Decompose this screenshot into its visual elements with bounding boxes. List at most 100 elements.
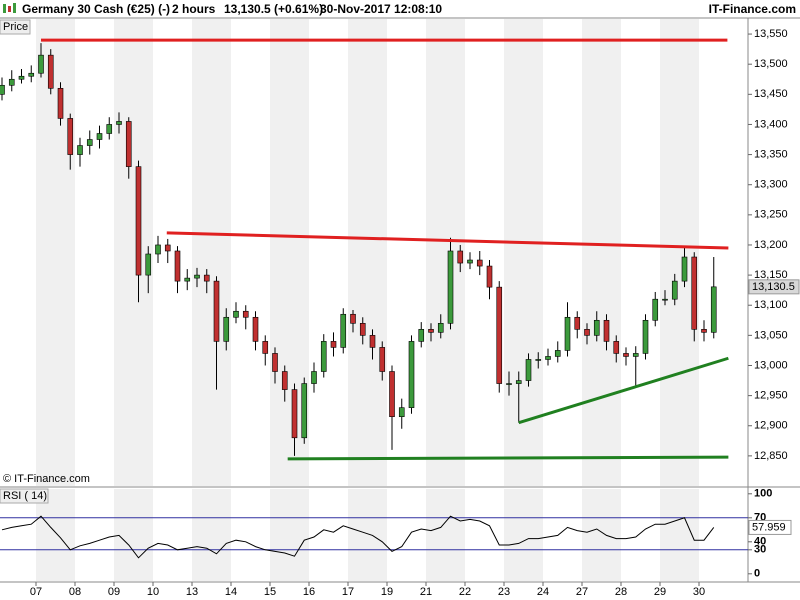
candle-body [47, 54, 54, 89]
timestamp: 30-Nov-2017 12:08:10 [320, 2, 442, 16]
instrument-title: Germany 30 Cash (€25) (-) [22, 2, 170, 16]
candle-body [437, 323, 444, 333]
x-tick-label: 07 [30, 586, 42, 598]
candle-body [428, 329, 434, 333]
interval: 2 hours [172, 2, 216, 16]
candle-body [96, 133, 103, 140]
last-value-box [748, 519, 792, 535]
candle-body [311, 371, 317, 384]
candle-body [515, 380, 522, 384]
candle-body [671, 280, 678, 300]
quote: 13,130.5 (+0.61%) [224, 2, 323, 16]
y-tick-label: 13,400 [754, 118, 788, 130]
y-tick-label: 13,550 [754, 28, 788, 40]
y-tick-label: 0 [754, 568, 760, 580]
x-tick-label: 21 [420, 586, 432, 598]
day-band [114, 19, 153, 486]
rsi-line [1, 515, 715, 559]
candle-body [86, 139, 93, 146]
candle-body [164, 244, 171, 252]
x-tick-label: 19 [381, 586, 393, 598]
icon [13, 3, 16, 13]
panel-label: Price [3, 21, 28, 33]
last-price-box [748, 279, 800, 295]
y-tick-label: 13,100 [754, 299, 788, 311]
candle-body [603, 319, 610, 342]
x-tick-label: 16 [303, 586, 315, 598]
icon [8, 6, 11, 12]
x-tick-label: 24 [537, 586, 549, 598]
candle-body [476, 259, 483, 267]
watermark: © IT-Finance.com [3, 473, 90, 485]
candle-body [496, 286, 503, 384]
candle-body [681, 256, 688, 282]
day-band [660, 489, 699, 581]
candle-body [545, 356, 551, 360]
candle-body [320, 341, 327, 372]
day-band [114, 489, 153, 581]
candle-body [67, 118, 74, 155]
x-tick-label: 10 [147, 586, 159, 598]
candle-body [272, 353, 278, 372]
candle-body [242, 310, 249, 318]
y-tick-label: 13,450 [754, 88, 788, 100]
day-bands [36, 19, 699, 581]
day-band [504, 19, 543, 486]
x-tick-label: 14 [225, 586, 237, 598]
icon [3, 4, 6, 13]
candle-body [174, 250, 181, 282]
candle-body [535, 359, 542, 361]
candle-body [632, 353, 639, 357]
x-tick-label: 27 [576, 586, 588, 598]
candle-body [262, 341, 269, 354]
candle-body [233, 310, 239, 318]
day-band [192, 489, 231, 581]
candle-body [584, 329, 590, 336]
day-band [36, 489, 75, 581]
y-tick-label: 13,150 [754, 269, 788, 281]
x-tick-label: 29 [654, 586, 666, 598]
y-tick-label: 12,850 [754, 450, 788, 462]
candle-body [369, 335, 376, 348]
candle-body [28, 72, 35, 77]
candle-body [106, 124, 113, 134]
candle-body [486, 265, 493, 288]
candle-body [145, 253, 152, 276]
candle-body [710, 286, 717, 333]
y-tick-label: 13,250 [754, 209, 788, 221]
day-band [348, 19, 387, 486]
candle-body [613, 341, 620, 354]
y-tick-label: 13,000 [754, 359, 788, 371]
candle-body [379, 347, 386, 372]
candle-body [408, 341, 415, 408]
candle-body [116, 121, 122, 125]
candle-body [223, 316, 230, 342]
x-tick-label: 23 [498, 586, 510, 598]
candle-body [447, 250, 454, 324]
day-band [36, 19, 75, 486]
x-tick-label: 30 [693, 586, 705, 598]
candle-body [418, 329, 425, 342]
y-tick-label: 13,300 [754, 179, 788, 191]
candle-body [340, 313, 347, 348]
day-band [582, 489, 621, 581]
panel-label: RSI ( 14) [3, 490, 47, 502]
y-tick-label: 12,900 [754, 420, 788, 432]
candle-body [623, 353, 629, 357]
day-band [504, 489, 543, 581]
candle-body [213, 280, 220, 342]
candle-body [525, 359, 532, 381]
x-tick-label: 28 [615, 586, 627, 598]
candle-body [184, 277, 191, 282]
candle-body [330, 341, 337, 348]
candle-body [554, 350, 561, 357]
candle-body [398, 407, 405, 418]
candle-body [506, 383, 512, 385]
source: IT-Finance.com [709, 2, 796, 16]
day-band [582, 19, 621, 486]
day-band [348, 489, 387, 581]
candle-body [457, 250, 464, 264]
x-tick-label: 15 [264, 586, 276, 598]
